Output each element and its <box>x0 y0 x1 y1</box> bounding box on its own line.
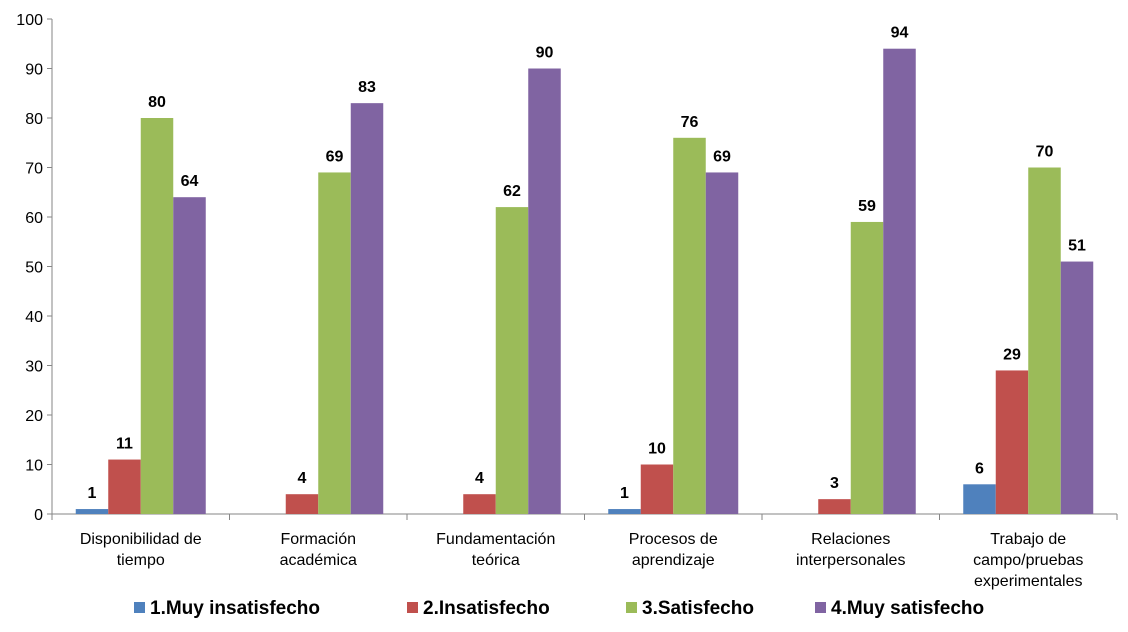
data-label: 3 <box>830 475 839 492</box>
category-label: interpersonales <box>796 552 905 569</box>
data-label: 64 <box>181 173 199 190</box>
bar <box>705 172 739 514</box>
bar <box>850 221 884 514</box>
bar <box>285 494 319 514</box>
data-label: 69 <box>713 148 731 165</box>
data-label: 62 <box>503 183 521 200</box>
bar <box>350 103 384 515</box>
y-tick-label: 100 <box>16 12 43 29</box>
data-label: 1 <box>88 485 97 502</box>
axes: 0 10 20 30 40 50 60 70 80 90 100 <box>16 12 1118 524</box>
data-label: 10 <box>648 441 666 458</box>
category-label: Formación <box>280 531 356 548</box>
category-label: teórica <box>472 552 520 569</box>
category-label: Trabajo de <box>990 531 1066 548</box>
bar <box>318 172 351 514</box>
data-label: 11 <box>116 436 133 453</box>
category-label: Fundamentación <box>436 531 555 548</box>
y-tick-label: 70 <box>25 161 43 178</box>
category-label: Relaciones <box>811 531 890 548</box>
legend-label: 4.Muy satisfecho <box>831 598 984 619</box>
data-label: 69 <box>326 148 344 165</box>
data-label: 70 <box>1036 144 1054 161</box>
data-label: 94 <box>891 25 909 42</box>
bar <box>1060 261 1094 514</box>
data-label: 90 <box>536 45 554 62</box>
legend-label: 3.Satisfecho <box>642 598 754 619</box>
legend-label: 1.Muy insatisfecho <box>150 598 320 619</box>
legend-swatch <box>407 602 418 613</box>
category-label: académica <box>280 552 357 569</box>
bar <box>528 68 561 514</box>
data-label: 1 <box>620 485 629 502</box>
category-label: tiempo <box>117 552 165 569</box>
y-tick-label: 0 <box>34 507 43 524</box>
data-label: 4 <box>475 470 484 487</box>
data-label: 76 <box>681 114 699 131</box>
y-tick-label: 80 <box>25 111 43 128</box>
category-label: aprendizaje <box>632 552 715 569</box>
category-labels: Disponibilidad de tiempo Formación académic… <box>80 531 1084 590</box>
bar <box>995 370 1029 514</box>
bar <box>883 48 916 514</box>
bar <box>108 459 141 514</box>
data-label: 29 <box>1003 346 1021 363</box>
category-label: Procesos de <box>629 531 718 548</box>
legend-swatch <box>626 602 637 613</box>
category-label: experimentales <box>974 573 1083 590</box>
bar <box>495 207 529 514</box>
bar <box>140 118 174 514</box>
bar <box>1028 167 1061 514</box>
y-tick-label: 90 <box>25 62 43 79</box>
bar <box>818 499 851 514</box>
y-tick-label: 30 <box>25 359 43 376</box>
bar <box>608 509 641 514</box>
legend-label: 2.Insatisfecho <box>423 598 550 619</box>
data-label: 51 <box>1068 238 1086 255</box>
legend-swatch <box>134 602 145 613</box>
data-label: 83 <box>358 79 376 96</box>
bar <box>75 509 109 514</box>
bars <box>75 48 1094 515</box>
data-label: 59 <box>858 198 876 215</box>
bar <box>463 494 496 514</box>
category-label: Disponibilidad de <box>80 531 202 548</box>
category-label: campo/pruebas <box>973 552 1083 569</box>
y-tick-label: 50 <box>25 260 43 277</box>
data-label: 80 <box>148 94 166 111</box>
bar <box>640 464 674 514</box>
legend: 1.Muy insatisfecho 2.Insatisfecho 3.Satisf… <box>134 598 984 619</box>
legend-swatch <box>815 602 826 613</box>
bar <box>173 197 206 514</box>
bar <box>673 137 706 515</box>
y-tick-label: 60 <box>25 210 43 227</box>
y-tick-label: 20 <box>25 408 43 425</box>
bar <box>963 484 996 514</box>
y-tick-label: 40 <box>25 309 43 326</box>
data-label: 6 <box>975 460 984 477</box>
y-tick-label: 10 <box>25 458 43 475</box>
data-label: 4 <box>298 470 307 487</box>
